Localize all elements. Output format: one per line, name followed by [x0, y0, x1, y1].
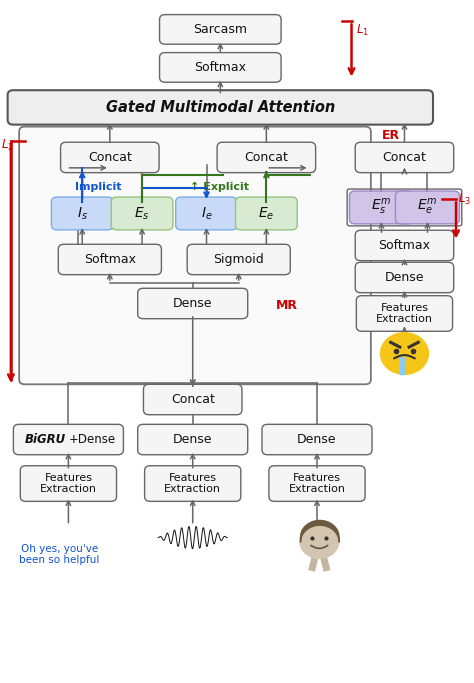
Text: Implicit: Implicit [75, 182, 122, 192]
FancyBboxPatch shape [355, 142, 454, 173]
FancyBboxPatch shape [236, 197, 297, 230]
Text: Softmax: Softmax [378, 239, 430, 252]
Text: MR: MR [275, 299, 298, 312]
FancyBboxPatch shape [61, 142, 159, 173]
FancyBboxPatch shape [137, 424, 248, 455]
Text: Features
Extraction: Features Extraction [376, 303, 433, 324]
Text: Concat: Concat [383, 151, 427, 164]
Text: BiGRU: BiGRU [25, 433, 66, 446]
Text: Dense: Dense [173, 433, 212, 446]
Text: $\mathit{I}_{e}$: $\mathit{I}_{e}$ [201, 206, 212, 222]
FancyBboxPatch shape [217, 142, 316, 173]
Circle shape [300, 525, 338, 559]
Text: Features
Extraction: Features Extraction [164, 473, 221, 494]
FancyBboxPatch shape [111, 197, 173, 230]
Text: Softmax: Softmax [194, 61, 246, 74]
FancyBboxPatch shape [58, 245, 162, 275]
Text: Features
Extraction: Features Extraction [40, 473, 97, 494]
Text: Sigmoid: Sigmoid [213, 253, 264, 266]
Text: Gated Multimodal Attention: Gated Multimodal Attention [106, 100, 335, 115]
Text: $\mathit{E}_{s}$: $\mathit{E}_{s}$ [134, 206, 150, 222]
Text: $\mathit{E}_{s}^{m}$: $\mathit{E}_{s}^{m}$ [371, 197, 392, 217]
FancyBboxPatch shape [355, 262, 454, 293]
FancyBboxPatch shape [262, 424, 372, 455]
FancyBboxPatch shape [356, 296, 453, 331]
Text: Dense: Dense [173, 297, 212, 310]
Circle shape [381, 333, 428, 374]
Text: $\mathit{L}_{2}$: $\mathit{L}_{2}$ [1, 137, 14, 152]
Text: $\mathit{I}_{s}$: $\mathit{I}_{s}$ [77, 206, 88, 222]
FancyBboxPatch shape [20, 466, 117, 501]
FancyBboxPatch shape [160, 53, 281, 82]
FancyBboxPatch shape [145, 466, 241, 501]
FancyBboxPatch shape [269, 466, 365, 501]
Text: Softmax: Softmax [84, 253, 136, 266]
Text: ER: ER [382, 129, 400, 142]
FancyBboxPatch shape [144, 385, 242, 415]
FancyBboxPatch shape [51, 197, 113, 230]
Text: Sarcasm: Sarcasm [193, 23, 247, 36]
Text: Concat: Concat [88, 151, 132, 164]
Text: +Dense: +Dense [68, 433, 116, 446]
FancyBboxPatch shape [187, 245, 290, 275]
FancyBboxPatch shape [19, 126, 371, 385]
Text: ↑ Explicit: ↑ Explicit [191, 182, 249, 192]
Text: Features
Extraction: Features Extraction [289, 473, 346, 494]
Text: Concat: Concat [171, 393, 215, 406]
FancyBboxPatch shape [395, 191, 459, 224]
Text: $\mathit{E}_{e}^{m}$: $\mathit{E}_{e}^{m}$ [417, 197, 438, 217]
Text: Dense: Dense [297, 433, 337, 446]
FancyBboxPatch shape [176, 197, 237, 230]
Text: Concat: Concat [245, 151, 288, 164]
FancyBboxPatch shape [13, 424, 123, 455]
FancyBboxPatch shape [8, 90, 433, 124]
Text: $\mathit{L}_{1}$: $\mathit{L}_{1}$ [356, 23, 369, 38]
FancyBboxPatch shape [137, 288, 248, 319]
FancyBboxPatch shape [355, 230, 454, 261]
Text: $\mathit{L}_{3}$: $\mathit{L}_{3}$ [458, 192, 472, 207]
Circle shape [400, 370, 405, 375]
FancyBboxPatch shape [160, 14, 281, 44]
FancyBboxPatch shape [349, 191, 413, 224]
Text: Dense: Dense [385, 271, 424, 284]
Text: $\mathit{E}_{e}$: $\mathit{E}_{e}$ [258, 206, 274, 222]
Text: Oh yes, you've
been so helpful: Oh yes, you've been so helpful [19, 544, 100, 565]
